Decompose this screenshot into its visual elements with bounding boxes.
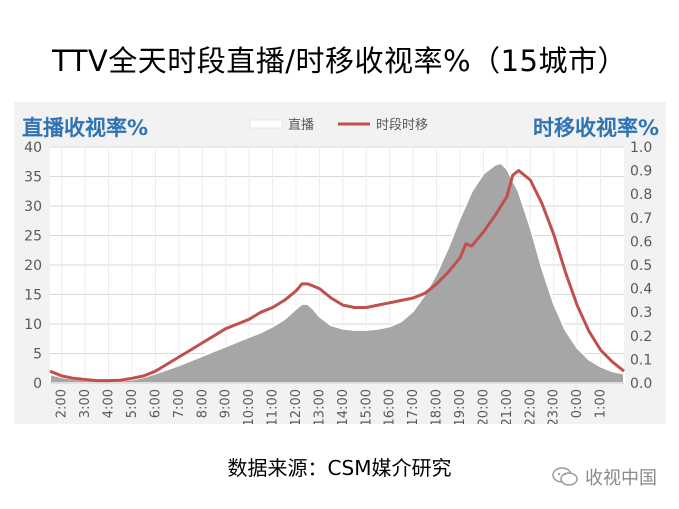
x-tick-label: 13:00	[312, 389, 327, 424]
series-timeshift-line	[49, 169, 625, 383]
chart-panel: 0 5 10 15 20 25 30 35 40 0.0 0.1 0.2 0.3 0.4 0.5 0.6 0.7…	[14, 102, 666, 424]
y-right-tick-label: 0.2	[630, 329, 652, 345]
y-right-tick-label: 0.4	[630, 282, 652, 298]
legend-swatch-live	[249, 119, 283, 129]
x-tick-label: 16:00	[383, 389, 398, 424]
watermark-text: 收视中国	[585, 468, 657, 489]
y-left-tick-label: 5	[33, 347, 42, 363]
y-right-tick-label: 0.0	[630, 376, 652, 392]
y-right-tick-label: 0.1	[630, 352, 652, 368]
x-tick-label: 19:00	[453, 389, 468, 424]
y-left-tick-label: 20	[24, 258, 42, 274]
y-right-tick-label: 0.9	[630, 164, 652, 180]
x-tick-label: 20:00	[476, 389, 491, 424]
legend-label-timeshift: 时段时移	[376, 118, 428, 133]
x-tick-label: 18:00	[430, 389, 445, 424]
x-tick-label: 22:00	[523, 389, 538, 424]
x-tick-label: 9:00	[219, 389, 234, 418]
y-left-tick-label: 30	[24, 199, 42, 215]
x-tick-label: 23:00	[547, 389, 562, 424]
x-tick-label: 15:00	[359, 389, 374, 424]
y-right-tick-label: 0.3	[630, 305, 652, 321]
x-tick-label: 17:00	[406, 389, 421, 424]
x-tick-label: 1:00	[594, 389, 609, 418]
y-left-tick-label: 40	[24, 140, 42, 156]
y-right-axis-title: 时移收视率%	[532, 116, 659, 140]
x-tick-label: 7:00	[172, 389, 187, 418]
watermark: 收视中国	[551, 464, 657, 490]
x-tick-label: 12:00	[289, 389, 304, 424]
y-left-axis-title: 直播收视率%	[22, 116, 149, 140]
source-note: 数据来源：CSM媒介研究	[227, 456, 452, 480]
x-tick-label: 10:00	[242, 389, 257, 424]
chart-svg: 0 5 10 15 20 25 30 35 40 0.0 0.1 0.2 0.3 0.4 0.5 0.6 0.7…	[24, 118, 652, 424]
x-tick-label: 2:00	[55, 389, 70, 418]
x-tick-label: 21:00	[500, 389, 515, 424]
x-tick-label: 0:00	[570, 389, 585, 418]
y-right-tick-label: 0.6	[630, 234, 652, 250]
y-left-tick-label: 25	[24, 229, 42, 245]
y-left-tick-label: 15	[24, 288, 42, 304]
legend-label-live: 直播	[288, 118, 314, 133]
x-tick-label: 3:00	[78, 389, 93, 418]
x-tick-label: 5:00	[125, 389, 140, 418]
y-right-tick-label: 1.0	[630, 140, 652, 156]
x-tick-label: 4:00	[102, 389, 117, 418]
y-right-tick-label: 0.8	[630, 187, 652, 203]
y-right-tick-label: 0.5	[630, 258, 652, 274]
y-left-tick-label: 10	[24, 317, 42, 333]
chart-title: TTV全天时段直播/时移收视率%（15城市）	[52, 44, 627, 78]
wechat-icon	[552, 467, 578, 486]
y-right-tick-label: 0.7	[630, 211, 652, 227]
x-tick-label: 8:00	[195, 389, 210, 418]
y-left-tick-label: 35	[24, 170, 42, 186]
x-tick-label: 6:00	[148, 389, 163, 418]
x-tick-label: 11:00	[266, 389, 281, 424]
x-tick-label: 14:00	[336, 389, 351, 424]
y-left-tick-label: 0	[33, 376, 42, 392]
